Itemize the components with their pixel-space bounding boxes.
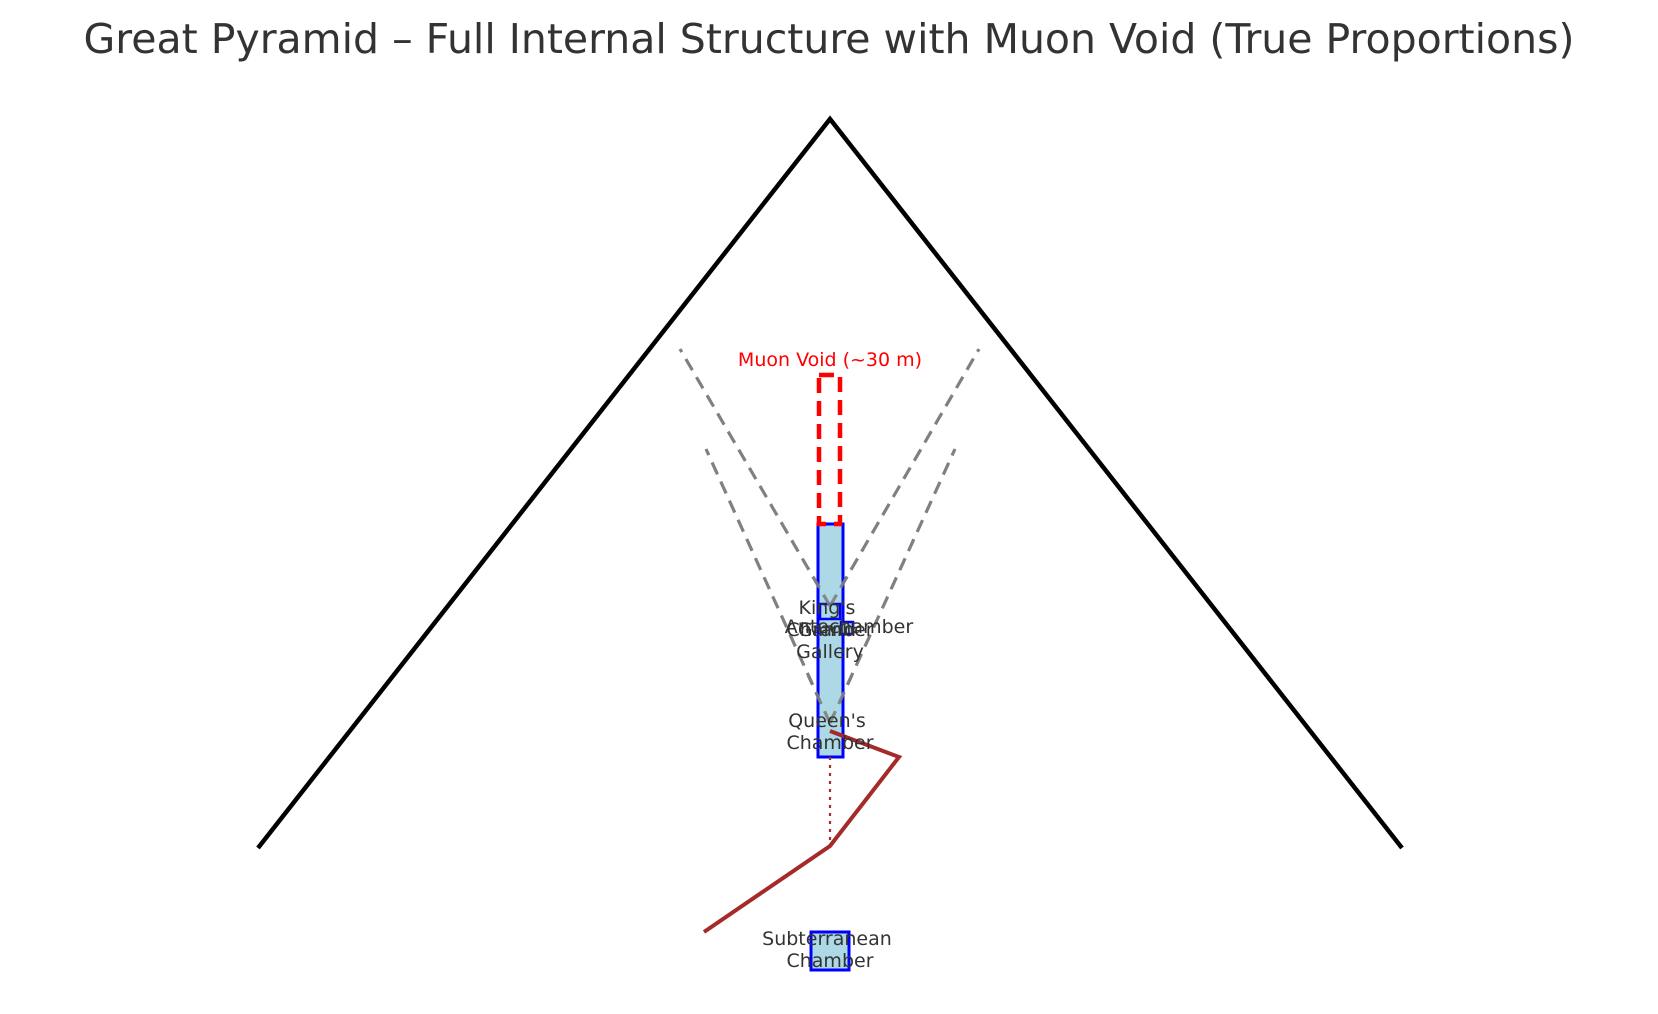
queens-chamber-label-line1: Queen's [788, 710, 866, 732]
subterranean-chamber-rect [809, 930, 851, 972]
kings-north-shaft [678, 348, 832, 607]
muon-void-rect [816, 372, 843, 527]
subterranean-chamber-label-line1: Subterranean [762, 928, 892, 950]
subterranean-chamber-label-line2: Chamber [786, 950, 873, 972]
kings-chamber-label-line2: Chamber [786, 619, 873, 641]
queens-chamber-label: Queen's Chamber [786, 710, 873, 754]
antechamber-rect [839, 620, 855, 636]
muon-void-label: Muon Void (~30 m) [738, 349, 922, 371]
diagram-title: Great Pyramid – Full Internal Structure … [84, 15, 1575, 63]
kings-south-shaft [828, 348, 981, 607]
grand-gallery-label-line2: Gallery [796, 641, 864, 663]
queens-chamber-label-line2: Chamber [786, 732, 873, 754]
kings-chamber-label-line1: King's [798, 597, 855, 619]
pyramid-outline [256, 115, 1404, 850]
grand-gallery-label-line1: Grand [798, 619, 856, 641]
kings-chamber-label: King's Chamber [786, 597, 873, 641]
descending-ascending-passage [702, 729, 903, 934]
subterranean-chamber-label: Subterranean Chamber [762, 928, 898, 972]
grand-gallery-label: Grand Gallery [796, 619, 864, 663]
antechamber-label: Antechamber [785, 616, 914, 638]
